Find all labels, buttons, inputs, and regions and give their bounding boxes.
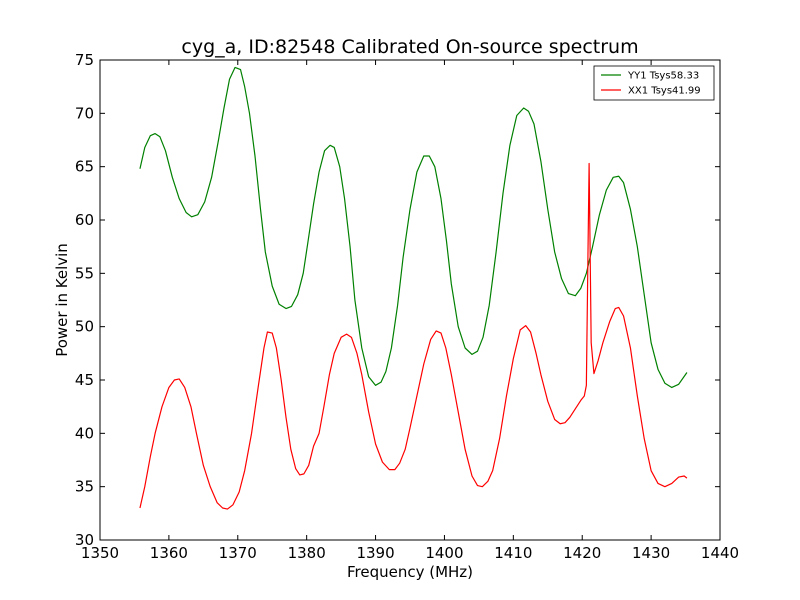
legend-box — [593, 65, 715, 101]
x-tick-label: 1360 — [150, 544, 188, 562]
legend-label-yy1: YY1 Tsys58.33 — [627, 71, 699, 82]
y-tick-label: 30 — [75, 531, 94, 549]
x-axis: 1350 1360 1370 1380 1390 1400 1410 1420 1430 1440 — [81, 60, 739, 562]
x-tick-label: 1400 — [425, 544, 463, 562]
y-tick-label: 35 — [75, 478, 94, 496]
y-axis-label: Power in Kelvin — [53, 243, 71, 357]
y-tick-label: 75 — [75, 51, 94, 69]
x-tick-label: 1390 — [356, 544, 394, 562]
y-tick-label: 70 — [75, 104, 94, 122]
x-tick-label: 1380 — [288, 544, 326, 562]
plot-area — [99, 59, 721, 541]
x-tick-label: 1350 — [81, 544, 119, 562]
y-tick-label: 55 — [75, 264, 94, 282]
x-tick-label: 1440 — [701, 544, 739, 562]
plot-frame — [99, 59, 721, 541]
series-line-yy1 — [139, 66, 688, 389]
x-axis-label: Frequency (MHz) — [347, 563, 473, 581]
series-line-xx1 — [139, 162, 688, 510]
series-layer — [139, 66, 688, 510]
y-tick-label: 40 — [75, 424, 94, 442]
plot-background — [100, 60, 720, 540]
x-tick-label: 1430 — [632, 544, 670, 562]
y-tick-label: 60 — [75, 211, 94, 229]
legend-label-xx1: XX1 Tsys41.99 — [628, 86, 701, 97]
x-tick-label: 1370 — [219, 544, 257, 562]
legend: YY1 Tsys58.33 XX1 Tsys41.99 — [593, 65, 715, 101]
chart-title: cyg_a, ID:82548 Calibrated On-source spe… — [181, 36, 638, 58]
y-tick-label: 45 — [75, 371, 94, 389]
x-tick-label: 1420 — [563, 544, 601, 562]
y-tick-label: 50 — [75, 318, 94, 336]
x-tick-label: 1410 — [494, 544, 532, 562]
y-tick-label: 65 — [75, 158, 94, 176]
y-axis: 30 35 40 45 50 55 60 65 70 75 — [75, 51, 720, 549]
